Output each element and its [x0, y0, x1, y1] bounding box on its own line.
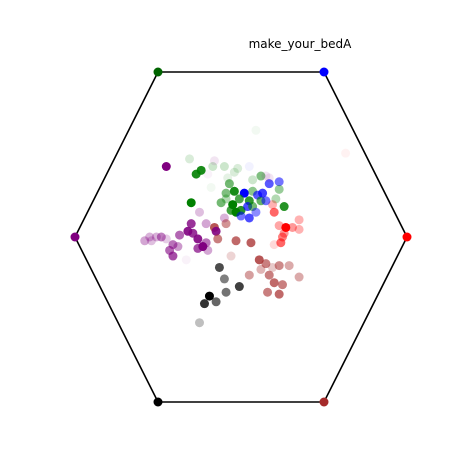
data-point: [263, 287, 273, 297]
data-point: [278, 280, 287, 290]
data-point: [214, 262, 224, 272]
data-point: [201, 219, 211, 229]
data-point: [156, 232, 166, 242]
data-point: [146, 236, 156, 246]
data-point: [261, 259, 271, 269]
data-point: [203, 169, 213, 179]
vertex-markers: [70, 67, 412, 407]
chart-title: make_your_bedA: [249, 37, 353, 51]
data-point: [221, 194, 231, 204]
data-point: [246, 238, 256, 248]
data-point: [234, 194, 244, 204]
data-point: [201, 238, 211, 248]
data-point: [254, 255, 264, 265]
data-point: [264, 270, 274, 280]
data-point: [274, 184, 284, 194]
data-point: [221, 188, 231, 198]
data-point: [229, 167, 239, 177]
data-point: [193, 234, 203, 244]
data-point: [145, 232, 155, 242]
data-point: [268, 200, 278, 210]
data-point: [244, 213, 254, 223]
data-point: [219, 162, 229, 172]
data-point: [294, 272, 304, 282]
data-point: [206, 182, 216, 192]
data-point: [203, 245, 213, 255]
data-point: [229, 186, 239, 196]
data-point: [195, 318, 204, 328]
data-point: [258, 188, 268, 198]
data-point: [226, 251, 236, 261]
data-point: [269, 278, 279, 288]
vertex-marker: [319, 67, 329, 77]
data-point: [140, 236, 150, 246]
data-point: [281, 222, 291, 232]
vertex-marker: [402, 232, 412, 242]
data-point: [221, 287, 231, 297]
data-point: [269, 207, 279, 217]
data-point: [256, 171, 266, 181]
data-point: [294, 215, 304, 225]
data-point: [269, 240, 279, 250]
data-point: [278, 232, 287, 242]
data-point: [195, 207, 204, 217]
data-point: [223, 173, 233, 183]
vertex-marker: [70, 232, 80, 242]
data-point: [248, 175, 258, 185]
data-point: [261, 171, 271, 181]
data-point: [294, 224, 304, 234]
data-point: [219, 274, 229, 284]
data-point: [185, 154, 195, 164]
data-point: [231, 236, 241, 246]
data-point: [244, 270, 254, 280]
data-point: [209, 156, 219, 166]
data-point: [175, 230, 185, 240]
data-point: [274, 177, 284, 187]
data-point: [236, 211, 246, 221]
data-point: [287, 222, 297, 232]
data-point: [279, 202, 289, 212]
data-point: [211, 297, 221, 307]
data-point: [161, 162, 171, 172]
data-point: [264, 173, 274, 183]
data-point: [211, 226, 221, 236]
data-point: [193, 243, 203, 253]
data-point: [233, 163, 243, 173]
data-point: [204, 291, 214, 301]
data-point: [186, 219, 196, 229]
data-point: [168, 251, 178, 261]
data-point: [251, 125, 261, 135]
data-point: [186, 198, 196, 208]
data-point: [264, 179, 274, 189]
data-point: [284, 261, 294, 271]
data-point: [261, 196, 271, 206]
data-point: [234, 282, 244, 292]
data-point: [181, 255, 191, 265]
data-points: [140, 125, 351, 328]
vertex-marker: [153, 67, 163, 77]
data-point: [251, 207, 261, 217]
data-point: [341, 148, 351, 158]
data-point: [256, 264, 266, 274]
data-point: [274, 221, 284, 231]
data-point: [248, 202, 258, 212]
data-point: [199, 299, 209, 309]
data-point: [191, 169, 201, 179]
data-point: [208, 162, 218, 172]
hexagon-frame: [74, 71, 408, 403]
data-point: [274, 261, 284, 271]
data-point: [213, 234, 223, 244]
data-point: [224, 179, 234, 189]
data-point: [244, 162, 254, 172]
data-point: [274, 289, 284, 299]
data-point: [221, 219, 231, 229]
data-point: [173, 242, 183, 252]
data-point: [151, 232, 161, 242]
data-point: [271, 194, 281, 204]
data-point: [183, 226, 193, 236]
vertex-marker: [153, 397, 163, 407]
vertex-marker: [319, 397, 329, 407]
data-point: [216, 198, 226, 208]
